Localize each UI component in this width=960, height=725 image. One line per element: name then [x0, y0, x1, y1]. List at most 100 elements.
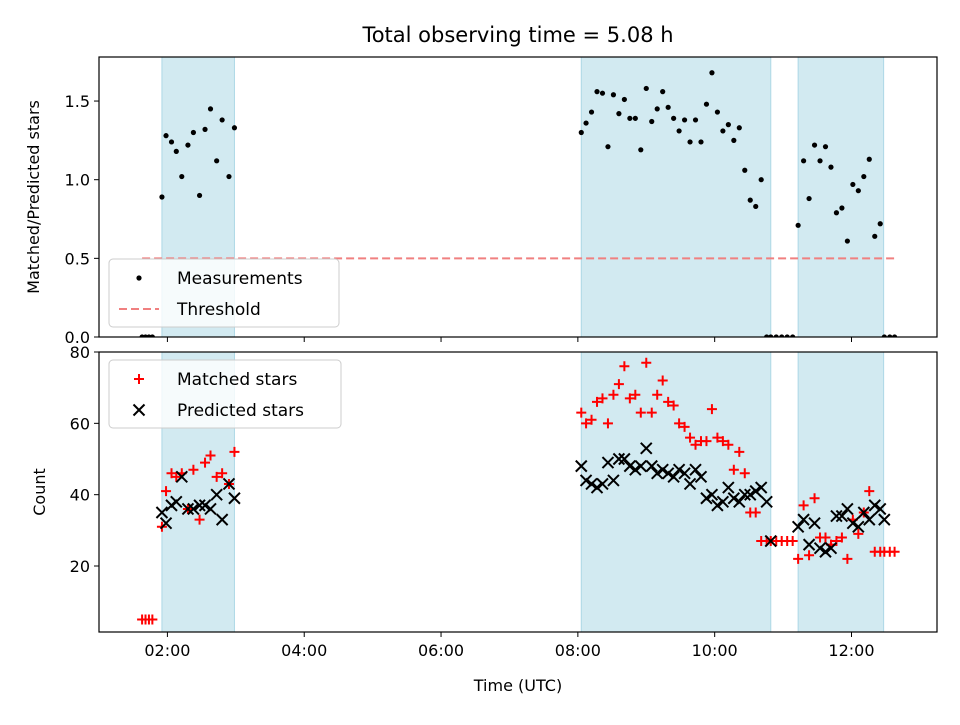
matched-stars-point	[690, 439, 701, 450]
predicted-stars-point	[187, 502, 200, 516]
matched-stars-point	[576, 407, 587, 418]
matched-stars-point	[864, 486, 875, 497]
matched-stars-point	[581, 418, 592, 429]
measurement-point	[877, 221, 883, 227]
y-tick-label: 0.0	[65, 328, 90, 347]
matched-stars-point	[229, 446, 240, 457]
predicted-stars-point	[754, 481, 768, 494]
predicted-stars-point	[694, 470, 708, 484]
predicted-stars-point	[618, 452, 631, 466]
predicted-stars-point	[661, 467, 675, 480]
predicted-stars-point	[874, 502, 887, 516]
measurement-point	[671, 115, 677, 121]
matched-stars-point	[211, 471, 222, 482]
matched-stars-point	[712, 432, 723, 443]
matched-stars-point	[723, 439, 734, 450]
measurement-point	[742, 167, 748, 173]
measurement-point	[709, 70, 715, 76]
measurement-point	[731, 137, 737, 143]
measurement-point	[605, 144, 611, 150]
measurement-point	[891, 334, 898, 337]
predicted-stars-point	[683, 477, 697, 491]
y-tick-label: 60	[70, 414, 90, 433]
measurement-point	[681, 117, 688, 123]
matched-stars-point	[836, 532, 847, 543]
predicted-stars-point	[198, 499, 212, 512]
predicted-stars-point	[722, 481, 735, 494]
matched-stars-point	[147, 614, 158, 625]
predicted-stars-point	[579, 474, 593, 487]
predicted-stars-point	[868, 499, 881, 512]
axes-frame-ratio	[98, 56, 938, 338]
predicted-stars-point	[705, 488, 719, 501]
predicted-stars-point	[601, 456, 615, 469]
measurement-point	[828, 164, 834, 170]
y-tick-label: 1.0	[65, 171, 90, 190]
matched-stars-point	[853, 528, 864, 539]
predicted-stars-point	[155, 506, 169, 519]
predicted-stars-point	[846, 517, 860, 530]
matched-stars-point	[809, 493, 820, 504]
measurement-point	[687, 139, 693, 145]
measurement-point	[872, 233, 878, 239]
y-tick-label: 40	[70, 486, 90, 505]
measurement-point	[168, 139, 175, 145]
count-panel: 20 40 60 80 02:00 04:00 06:00 08:00 10:00 12:00 Co…	[30, 343, 938, 660]
measurement-point	[594, 89, 600, 95]
matched-stars-point	[728, 464, 739, 475]
measurement-point	[850, 181, 856, 188]
matched-stars-point	[592, 396, 603, 407]
measurement-point	[627, 115, 633, 121]
predicted-stars-point	[791, 520, 805, 533]
matched-stars-point	[619, 361, 630, 372]
predicted-stars-point	[797, 513, 810, 526]
measurement-point	[736, 125, 742, 131]
predicted-stars-point	[222, 477, 236, 491]
measurement-point	[784, 334, 790, 337]
measurement-point	[773, 334, 779, 337]
predicted-stars-point	[210, 488, 223, 501]
matched-stars-point	[602, 418, 613, 429]
measurement-point	[654, 106, 660, 112]
matched-stars-point	[734, 446, 745, 457]
measurement-point	[725, 122, 731, 128]
x-axis-label: Time (UTC)	[473, 676, 562, 695]
matched-stars-point	[613, 379, 624, 390]
predicted-stars-point	[634, 459, 648, 473]
x-tick-label: 04:00	[281, 641, 327, 660]
y-axis-label-ratio: Matched/Predicted stars	[24, 100, 43, 294]
y-tick-label: 20	[70, 557, 90, 576]
measurement-point	[811, 142, 818, 148]
measurement-point	[196, 192, 203, 199]
predicted-stars-point	[808, 517, 821, 530]
matched-stars-point	[739, 468, 750, 479]
matched-stars-point	[657, 375, 668, 386]
matched-stars-point	[188, 464, 199, 475]
measurement-point	[764, 334, 770, 337]
measurement-point	[703, 101, 710, 107]
measurement-point	[207, 106, 214, 112]
predicted-stars-point	[228, 492, 241, 505]
measurement-point	[159, 194, 165, 200]
measurement-point	[861, 173, 867, 180]
predicted-stars-point	[612, 452, 626, 466]
predicted-stars-point	[667, 470, 680, 484]
measurement-point	[779, 334, 785, 337]
measurement-point	[753, 203, 759, 210]
measurement-point	[844, 238, 850, 244]
measurement-point	[887, 334, 893, 337]
measurement-point	[817, 158, 823, 164]
matched-stars-point	[205, 450, 216, 461]
predicted-stars-point	[857, 506, 871, 519]
predicted-stars-point	[760, 495, 773, 509]
predicted-stars-point	[175, 470, 188, 484]
predicted-stars-point	[656, 463, 669, 476]
matched-stars-point	[706, 404, 717, 415]
predicted-stars-point	[819, 545, 832, 558]
y-tick-label: 1.5	[65, 92, 90, 111]
predicted-stars-point	[727, 492, 741, 505]
legend-counts	[108, 359, 342, 429]
measurement-point	[231, 125, 238, 131]
predicted-stars-point	[672, 463, 686, 476]
